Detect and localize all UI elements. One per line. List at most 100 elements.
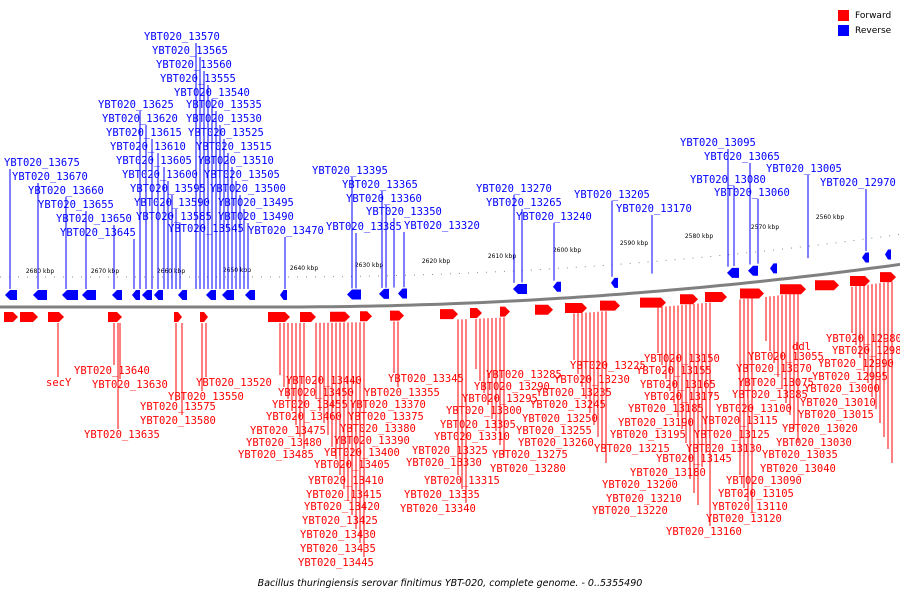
scale-label: 2590 kbp [620,240,648,247]
reverse-gene-label: YBT020_13080 [690,174,766,186]
forward-gene-arrow [390,310,404,321]
forward-gene-label: YBT020_13200 [602,479,678,491]
forward-gene-label: YBT020_13275 [492,449,568,461]
reverse-gene-arrow [206,290,216,300]
reverse-gene-arrow [885,249,891,260]
scale-label: 2650 kbp [223,267,251,274]
forward-gene-label: YBT020_13225 [570,360,646,372]
reverse-gene-arrow [280,290,287,300]
forward-gene-label: YBT020_13550 [168,391,244,403]
reverse-gene-arrow [379,288,389,299]
forward-gene-label: YBT020_13145 [656,453,732,465]
reverse-gene-label: YBT020_13530 [186,113,262,125]
genome-backbone [0,262,900,309]
reverse-swatch-icon [838,25,849,36]
forward-gene-label: YBT020_13340 [400,503,476,515]
forward-gene-label: YBT020_13015 [798,409,874,421]
reverse-gene-label: YBT020_13585 [136,211,212,223]
scale-label: 2600 kbp [553,247,581,254]
reverse-gene-arrow [132,290,140,300]
reverse-gene-label: YBT020_13470 [248,225,324,237]
forward-gene-arrow [360,311,372,322]
reverse-gene-label: YBT020_13395 [312,165,388,177]
forward-gene-label: YBT020_13300 [446,405,522,417]
reverse-gene-label: YBT020_13240 [516,211,592,223]
forward-gene-label: YBT020_12995 [812,371,888,383]
forward-gene-label: YBT020_13130 [686,443,762,455]
forward-gene-arrow [600,300,620,311]
forward-gene-arrow [500,306,510,317]
reverse-gene-label: YBT020_13060 [714,187,790,199]
forward-gene-label: YBT020_13190 [618,417,694,429]
reverse-gene-label: YBT020_13655 [38,199,114,211]
forward-gene-label: YBT020_13245 [530,399,606,411]
forward-gene-label: secY [46,377,72,389]
scale-label: 2670 kbp [91,268,119,275]
forward-gene-label: YBT020_12980 [826,333,900,345]
forward-gene-label: YBT020_13630 [92,379,168,391]
scale-label: 2610 kbp [488,253,516,260]
reverse-gene-arrow [748,265,758,276]
forward-gene-label: YBT020_13250 [522,413,598,425]
reverse-gene-arrow [142,290,152,300]
forward-gene-arrow [330,311,350,322]
forward-gene-label: YBT020_13455 [272,399,348,411]
reverse-gene-arrow [5,290,17,300]
scale-label: 2620 kbp [422,258,450,265]
forward-gene-label: YBT020_13480 [246,437,322,449]
reverse-gene-label: YBT020_13270 [476,183,552,195]
forward-gene-label: YBT020_13000 [804,383,880,395]
legend-item-reverse[interactable]: Reverse [838,23,891,38]
forward-gene-label: YBT020_13445 [298,557,374,569]
scale-label: 2660 kbp [157,268,185,275]
forward-gene-label: YBT020_13290 [474,381,550,393]
forward-gene-arrow [780,284,806,295]
reverse-gene-label: YBT020_13510 [198,155,274,167]
reverse-gene-arrow [178,290,187,300]
scale-label: 2580 kbp [685,233,713,240]
forward-gene-label: YBT020_13230 [554,374,630,386]
reverse-gene-label: YBT020_13565 [152,45,228,57]
reverse-gene-label: YBT020_13560 [156,59,232,71]
reverse-gene-label: YBT020_13535 [186,99,262,111]
forward-gene-label: YBT020_12985 [832,345,900,357]
forward-gene-label: YBT020_13030 [776,437,852,449]
legend: Forward Reverse [838,8,891,38]
forward-gene-label: YBT020_13260 [518,437,594,449]
forward-gene-arrow [268,312,290,322]
reverse-gene-label: YBT020_13645 [60,227,136,239]
forward-gene-label: YBT020_13520 [196,377,272,389]
forward-gene-label: YBT020_13435 [300,543,376,555]
forward-gene-label: YBT020_13420 [304,501,380,513]
forward-gene-arrow [48,312,64,322]
reverse-gene-arrow [513,283,527,294]
legend-item-forward[interactable]: Forward [838,8,891,23]
reverse-gene-label: YBT020_13525 [188,127,264,139]
forward-gene-label: YBT020_13160 [666,526,742,538]
forward-gene-label: YBT020_13330 [406,457,482,469]
reverse-gene-arrow [245,290,255,300]
forward-gene-label: YBT020_13075 [738,377,814,389]
forward-gene-arrow [640,297,666,308]
forward-gene-label: YBT020_13180 [630,467,706,479]
reverse-gene-arrow [770,263,777,274]
reverse-gene-label: YBT020_13675 [4,157,80,169]
reverse-gene-label: YBT020_13505 [204,169,280,181]
reverse-gene-label: YBT020_13600 [122,169,198,181]
forward-gene-label: YBT020_13380 [340,423,416,435]
reverse-gene-label: YBT020_13490 [218,211,294,223]
forward-gene-arrow [174,312,182,322]
forward-gene-label: YBT020_13415 [306,489,382,501]
legend-label-reverse: Reverse [855,25,892,36]
forward-gene-arrow [680,294,698,305]
reverse-gene-label: YBT020_13265 [486,197,562,209]
forward-gene-label: ddl [792,341,811,353]
scale-label: 2630 kbp [355,262,383,269]
reverse-gene-label: YBT020_13385 [326,221,402,233]
reverse-gene-arrow [398,288,407,299]
reverse-gene-label: YBT020_13540 [174,87,250,99]
reverse-gene-label: YBT020_13360 [346,193,422,205]
scale-line [0,233,900,278]
reverse-gene-label: YBT020_13620 [102,113,178,125]
forward-gene-label: YBT020_13105 [718,488,794,500]
